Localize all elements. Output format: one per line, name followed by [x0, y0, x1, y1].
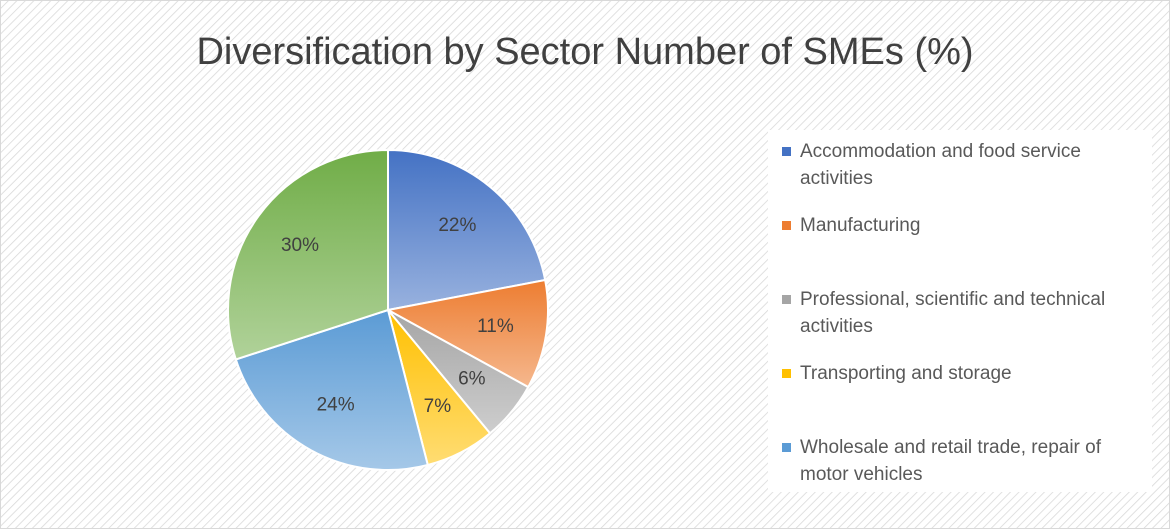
data-label: 7% — [424, 396, 452, 417]
data-label: 11% — [477, 316, 514, 337]
legend-swatch — [782, 369, 791, 378]
legend-entry: Wholesale and retail trade, repair of mo… — [782, 434, 1148, 488]
chart-title: Diversification by Sector Number of SMEs… — [196, 31, 973, 73]
legend-label: Transporting and storage — [800, 363, 1012, 384]
legend-swatch — [782, 295, 791, 304]
legend-swatch — [782, 221, 791, 230]
legend-entry: Accommodation and food service activitie… — [782, 138, 1148, 192]
pie-slice — [227, 148, 389, 361]
legend-entry: Manufacturing — [782, 212, 1148, 239]
legend-label: Professional, scientific and technical a… — [800, 289, 1106, 337]
pie-slice — [234, 308, 430, 471]
data-label: 6% — [458, 368, 486, 389]
legend-swatch — [782, 443, 791, 452]
legend-label: Wholesale and retail trade, repair of mo… — [800, 437, 1101, 485]
legend: Accommodation and food service activitie… — [768, 130, 1152, 492]
data-label: 24% — [317, 394, 355, 415]
legend-label: Manufacturing — [800, 215, 921, 236]
legend-entry: Professional, scientific and technical a… — [782, 286, 1148, 340]
legend-entry: Transporting and storage — [782, 360, 1148, 387]
data-label: 22% — [438, 215, 476, 236]
legend-label: Accommodation and food service activitie… — [800, 141, 1081, 189]
pie-slice — [387, 148, 547, 312]
legend-swatch — [782, 147, 791, 156]
pie-slice — [385, 278, 549, 389]
data-label: 30% — [281, 235, 319, 256]
